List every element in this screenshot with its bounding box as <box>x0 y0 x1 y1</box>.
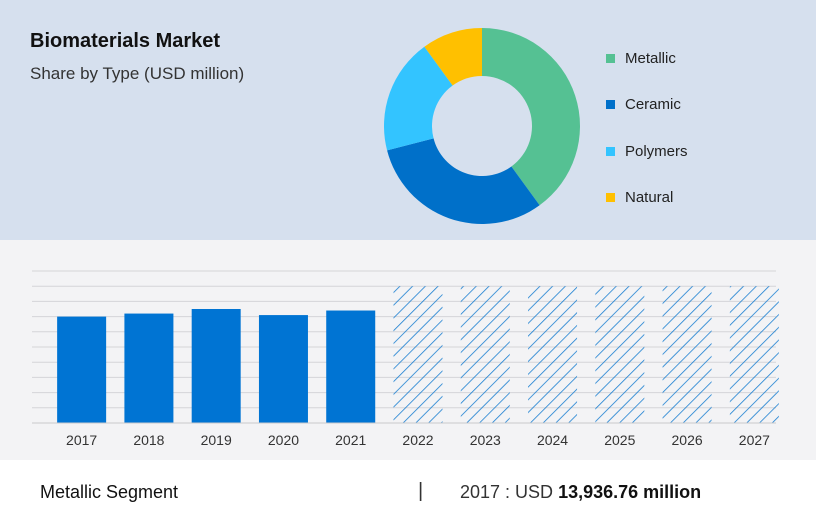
x-tick-label-2026: 2026 <box>672 432 703 448</box>
donut-slice-natural <box>424 28 482 86</box>
x-tick-label-2018: 2018 <box>133 432 164 448</box>
x-tick-label-2024: 2024 <box>537 432 568 448</box>
legend-label-polymers: Polymers <box>625 142 688 160</box>
x-tick-label-2021: 2021 <box>335 432 366 448</box>
chart-subtitle: Share by Type (USD million) <box>30 64 245 83</box>
footer-divider: | <box>418 480 424 502</box>
legend-item-metallic: Metallic <box>606 48 676 68</box>
footer-bar <box>0 460 816 528</box>
donut-slice-metallic <box>482 28 580 206</box>
bar-2020 <box>258 315 308 423</box>
donut-chart <box>384 28 580 224</box>
legend-swatch-metallic <box>606 53 615 63</box>
x-tick-label-2017: 2017 <box>66 432 97 448</box>
forecast-bar-2027 <box>729 286 779 423</box>
legend-item-polymers: Polymers <box>606 141 688 161</box>
forecast-bar-2023 <box>460 286 510 423</box>
legend-swatch-ceramic <box>606 99 615 109</box>
bar-chart: 2017 2018 2019 2020 2021 2022 2023 2024 2025 2026… <box>32 270 779 448</box>
x-tick-label-2020: 2020 <box>268 432 299 448</box>
bar-2021 <box>326 310 376 423</box>
x-tick-label-2022: 2022 <box>402 432 433 448</box>
bar-2019 <box>191 309 241 423</box>
x-tick-label-2027: 2027 <box>739 432 770 448</box>
legend-swatch-natural <box>606 192 615 202</box>
donut-slice-ceramic <box>387 138 540 224</box>
forecast-bar-2022 <box>393 286 443 423</box>
stat-prefix: 2017 : USD <box>460 482 559 502</box>
segment-stat: 2017 : USD 13,936.76 million <box>460 482 701 503</box>
forecast-bar-2025 <box>595 286 645 423</box>
legend-label-ceramic: Ceramic <box>625 95 681 113</box>
legend-item-ceramic: Ceramic <box>606 94 681 114</box>
legend-label-natural: Natural <box>625 188 674 206</box>
forecast-bar-2026 <box>662 286 712 423</box>
bar-2017 <box>57 316 107 423</box>
legend-item-natural: Natural <box>606 187 673 207</box>
legend-swatch-polymers <box>606 146 615 156</box>
x-tick-label-2019: 2019 <box>201 432 232 448</box>
donut-slice-polymers <box>384 46 453 151</box>
legend-label-metallic: Metallic <box>625 49 676 67</box>
stat-value: 13,936.76 million <box>558 482 702 502</box>
segment-label: Metallic Segment <box>40 482 179 502</box>
x-tick-label-2023: 2023 <box>470 432 501 448</box>
chart-title: Biomaterials Market <box>30 30 221 52</box>
forecast-bar-2024 <box>528 286 578 423</box>
x-tick-label-2025: 2025 <box>604 432 635 448</box>
bar-2018 <box>124 313 174 423</box>
